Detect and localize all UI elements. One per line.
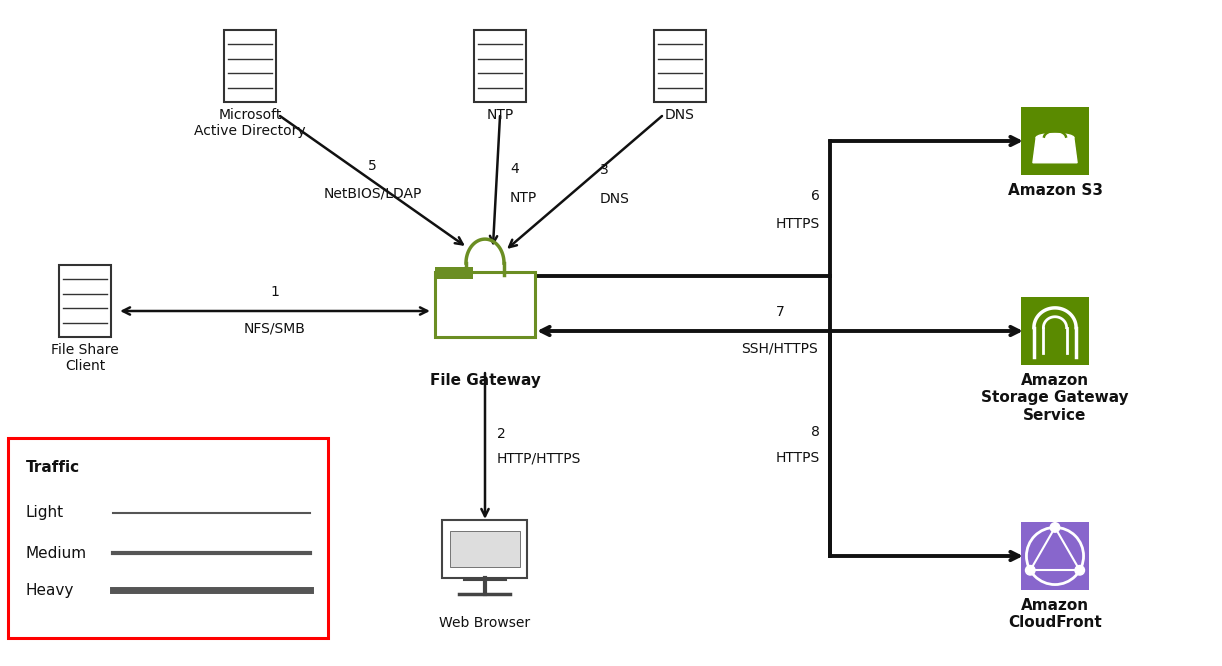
Text: Light: Light	[26, 505, 64, 521]
Text: SSH/HTTPS: SSH/HTTPS	[742, 341, 819, 355]
Bar	[9, 438, 327, 638]
Bar	[474, 30, 525, 102]
Bar	[1022, 297, 1089, 365]
FancyArrowPatch shape	[122, 308, 428, 314]
Text: Traffic: Traffic	[26, 460, 81, 475]
Bar	[435, 267, 473, 279]
Circle shape	[1025, 565, 1035, 575]
Bar	[1022, 522, 1089, 590]
FancyArrowPatch shape	[830, 552, 1019, 560]
FancyArrowPatch shape	[280, 116, 463, 244]
Text: File Gateway: File Gateway	[430, 373, 540, 388]
Bar	[1022, 107, 1089, 175]
Text: NTP: NTP	[510, 191, 538, 205]
Text: HTTPS: HTTPS	[776, 216, 820, 230]
FancyArrowPatch shape	[541, 327, 1019, 335]
Text: Web Browser: Web Browser	[440, 616, 530, 630]
Text: 2: 2	[497, 427, 506, 441]
Bar	[59, 265, 111, 337]
Text: NTP: NTP	[486, 108, 513, 122]
Circle shape	[1050, 523, 1059, 532]
Text: File Share
Client: File Share Client	[51, 343, 119, 373]
Text: 8: 8	[811, 424, 820, 438]
Polygon shape	[1033, 138, 1077, 163]
Ellipse shape	[1036, 133, 1074, 142]
FancyArrowPatch shape	[830, 137, 1019, 145]
Bar	[450, 531, 519, 567]
Text: 3: 3	[600, 163, 609, 178]
FancyArrowPatch shape	[481, 373, 489, 516]
Text: 1: 1	[270, 285, 280, 299]
Text: 7: 7	[776, 305, 785, 319]
Text: DNS: DNS	[665, 108, 695, 122]
Bar	[224, 30, 276, 102]
Text: Microsoft
Active Directory: Microsoft Active Directory	[194, 108, 306, 139]
Text: 4: 4	[510, 162, 519, 176]
FancyArrowPatch shape	[490, 116, 500, 243]
Text: Heavy: Heavy	[26, 583, 75, 597]
Circle shape	[1075, 565, 1084, 575]
Bar	[654, 30, 706, 102]
Text: Medium: Medium	[26, 545, 87, 561]
Bar	[442, 520, 528, 578]
Text: DNS: DNS	[600, 192, 629, 206]
Text: NFS/SMB: NFS/SMB	[244, 321, 306, 335]
Text: Amazon S3: Amazon S3	[1007, 183, 1102, 198]
Text: Amazon
Storage Gateway
Service: Amazon Storage Gateway Service	[981, 373, 1129, 423]
Text: Amazon
CloudFront: Amazon CloudFront	[1008, 598, 1102, 631]
Text: HTTPS: HTTPS	[776, 452, 820, 466]
Text: 5: 5	[368, 159, 376, 173]
Bar	[435, 272, 535, 337]
Text: 6: 6	[811, 190, 820, 204]
FancyArrowPatch shape	[510, 116, 662, 247]
Text: NetBIOS/LDAP: NetBIOS/LDAP	[324, 187, 422, 201]
Text: HTTP/HTTPS: HTTP/HTTPS	[497, 451, 582, 465]
